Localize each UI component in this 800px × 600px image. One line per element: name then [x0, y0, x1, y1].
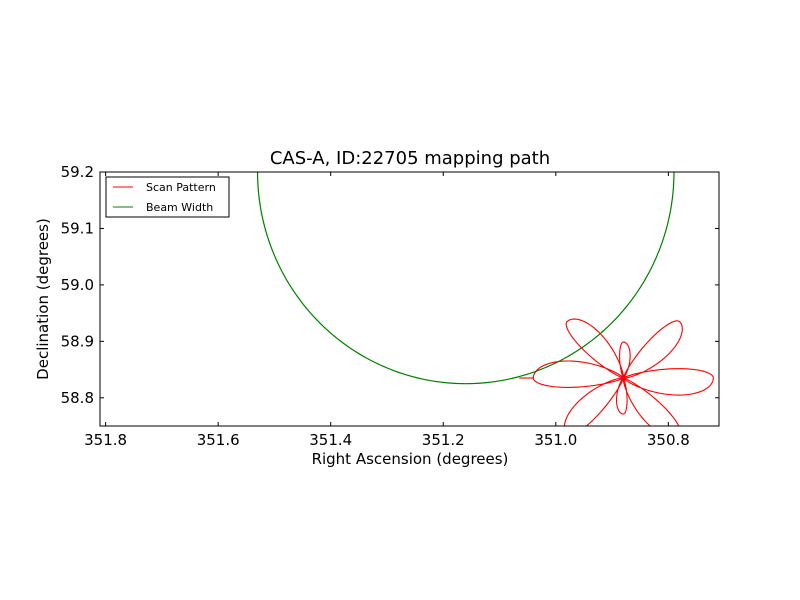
- y-axis-label: Declination (degrees): [34, 218, 52, 380]
- legend-box: [105, 176, 230, 218]
- legend: Scan Pattern Beam Width: [105, 176, 230, 218]
- x-tick-label: 351.6: [197, 431, 240, 449]
- legend-label-beam-width: Beam Width: [146, 201, 213, 214]
- beam-width-line: [256, 172, 675, 385]
- y-tick-label: 59.1: [61, 219, 94, 237]
- plot-frame: [99, 171, 720, 427]
- legend-label-scan-pattern: Scan Pattern: [146, 181, 216, 194]
- y-tick-label: 59.2: [61, 163, 94, 181]
- x-tick-label: 351.8: [84, 431, 127, 449]
- y-tick-label: 58.8: [61, 389, 94, 407]
- y-axis-ticks: 58.8 58.9 59.0 59.1 59.2: [61, 163, 719, 407]
- x-axis-label: Right Ascension (degrees): [312, 450, 509, 468]
- y-tick-label: 59.0: [61, 276, 94, 294]
- x-tick-label: 351.4: [309, 431, 352, 449]
- series-layer: [256, 172, 714, 426]
- scan-pattern-line: [532, 318, 714, 426]
- x-tick-label: 350.8: [647, 431, 690, 449]
- x-tick-label: 351.2: [422, 431, 465, 449]
- y-tick-label: 58.9: [61, 332, 94, 350]
- x-axis-ticks: 351.8 351.6 351.4 351.2 351.0 350.8: [84, 172, 690, 449]
- x-tick-label: 351.0: [534, 431, 577, 449]
- chart-title: CAS-A, ID:22705 mapping path: [270, 148, 550, 169]
